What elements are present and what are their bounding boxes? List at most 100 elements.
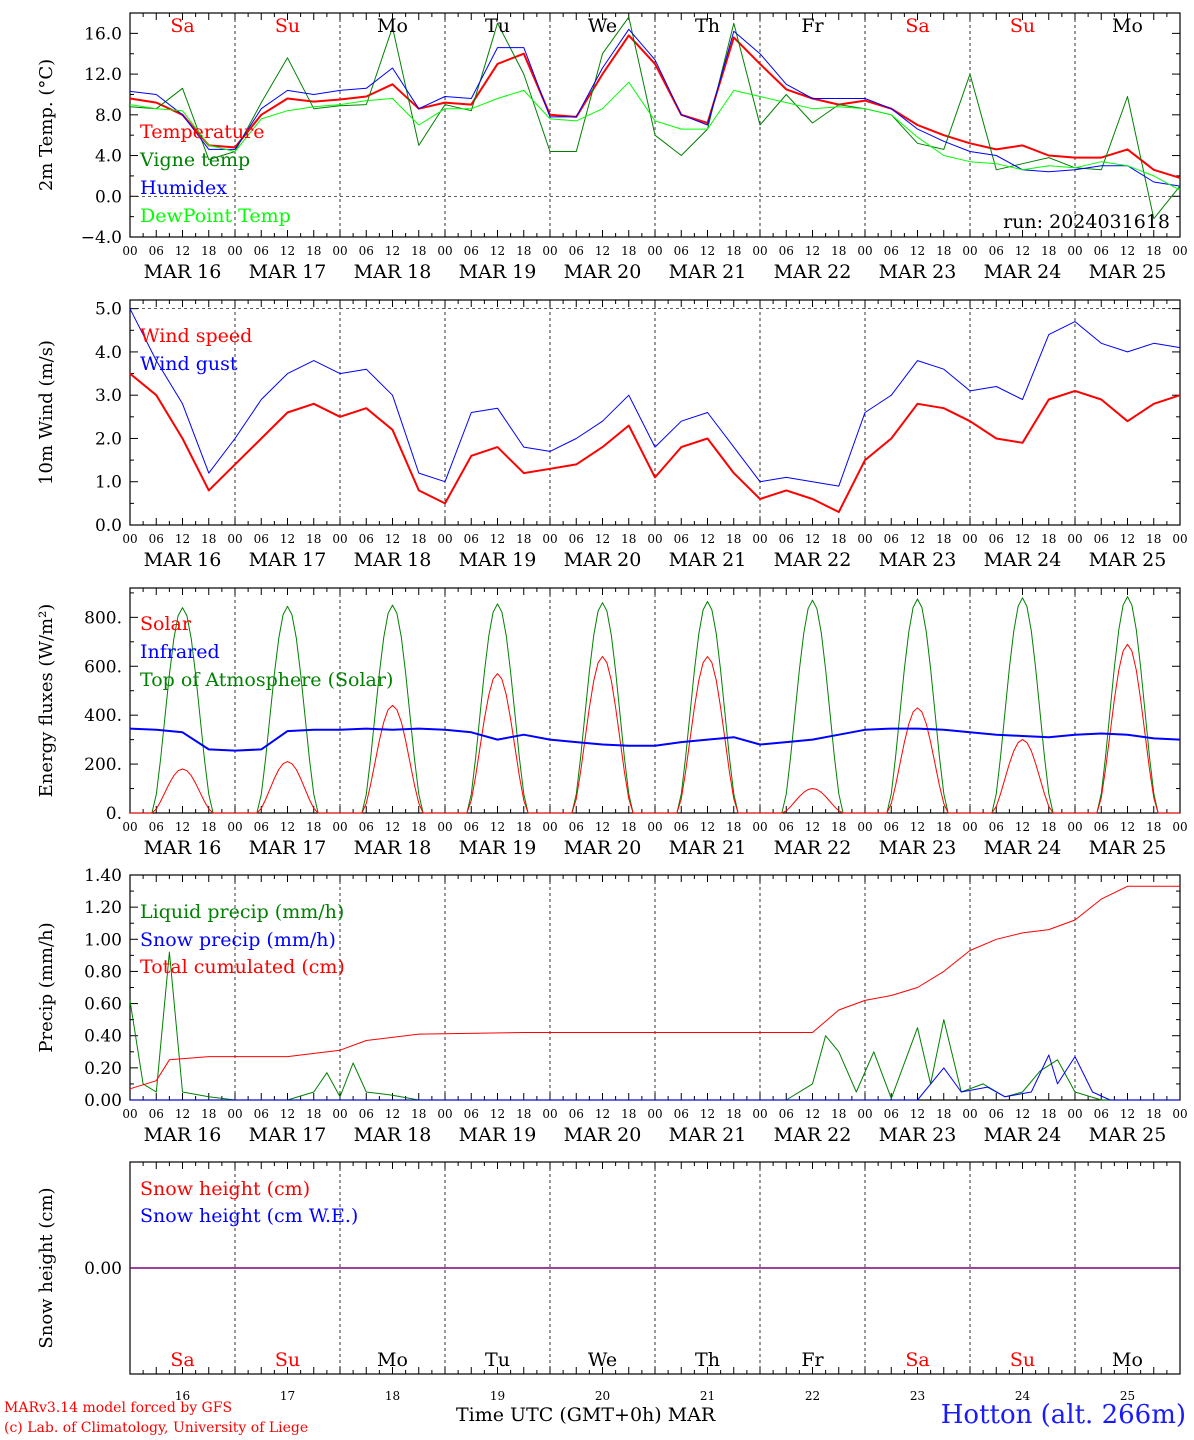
series-liquid-precip-mm-h- <box>129 951 1180 1101</box>
hour-tick-label: 18 <box>1146 532 1161 546</box>
hour-tick-label: 12 <box>175 244 190 258</box>
date-label: MAR 23 <box>879 1124 957 1146</box>
hour-tick-label: 18 <box>411 532 426 546</box>
y-tick-label: 200. <box>84 755 122 775</box>
weekday-label-bottom: Th <box>695 1349 720 1371</box>
hour-tick-label: 00 <box>647 532 662 546</box>
model-credit: MARv3.14 model forced by GFS <box>4 1400 233 1416</box>
series-wind-speed <box>129 372 1181 513</box>
y-tick-label: 400. <box>84 706 122 726</box>
series-humidex <box>129 28 1181 187</box>
hour-tick-label: 12 <box>1015 244 1030 258</box>
y-tick-label: 0.40 <box>84 1027 122 1047</box>
y-tick-label: 0.0 <box>95 516 122 536</box>
hour-tick-label: 06 <box>1094 1107 1109 1121</box>
hour-tick-label: 06 <box>1094 820 1109 834</box>
hour-tick-label: 00 <box>332 820 347 834</box>
y-tick-label: 2.0 <box>95 429 122 449</box>
date-label: MAR 24 <box>984 549 1062 571</box>
hour-tick-label: 12 <box>1015 1107 1030 1121</box>
hour-tick-label: 00 <box>857 1107 872 1121</box>
hour-tick-label: 06 <box>884 820 899 834</box>
date-label: MAR 16 <box>144 549 222 571</box>
plot-frame <box>129 12 1181 238</box>
hour-tick-label: 18 <box>621 820 636 834</box>
hour-tick-label: 12 <box>490 1107 505 1121</box>
hour-tick-label: 18 <box>306 820 321 834</box>
hour-tick-label: 12 <box>1015 532 1030 546</box>
weekday-label-top: Sa <box>905 15 929 37</box>
hour-tick-label: 18 <box>1146 244 1161 258</box>
hour-tick-label: 18 <box>726 244 741 258</box>
hour-tick-label: 00 <box>962 1107 977 1121</box>
y-tick-label: 600. <box>84 657 122 677</box>
hour-tick-label: 12 <box>175 1107 190 1121</box>
hour-tick-label: 18 <box>201 244 216 258</box>
panel-snow: 0.00 Snow height (cm) Snow height (cm) Snow… <box>36 1161 1181 1375</box>
series-vigne-temp <box>129 16 1181 220</box>
hour-tick-label: 06 <box>884 532 899 546</box>
hour-tick-label: 18 <box>936 244 951 258</box>
date-label: MAR 24 <box>984 261 1062 283</box>
hour-tick-label: 00 <box>962 820 977 834</box>
y-axis-label: Precip (mm/h) <box>36 922 57 1052</box>
date-label: MAR 16 <box>144 261 222 283</box>
hour-tick-label: 18 <box>936 532 951 546</box>
date-label: MAR 25 <box>1089 549 1167 571</box>
hour-tick-label: 18 <box>726 820 741 834</box>
panel-precip: 00 06 12 18 00 06 12 18 00 06 12 18 00 06 12 18 00 06 12 18… <box>36 866 1188 1146</box>
hour-tick-label: 00 <box>1067 820 1082 834</box>
hour-tick-label: 00 <box>542 244 557 258</box>
day-number-label: 25 <box>1120 1389 1135 1403</box>
y-axis-label: 2m Temp. (°C) <box>36 59 57 191</box>
date-label: MAR 22 <box>774 261 852 283</box>
hour-tick-label: 18 <box>1041 1107 1056 1121</box>
station-name: Hotton (alt. 266m) <box>940 1400 1186 1430</box>
legend-entry: Infrared <box>140 641 220 663</box>
legend-entry: Snow height (cm W.E.) <box>140 1205 358 1227</box>
hour-tick-label: 12 <box>805 1107 820 1121</box>
hour-tick-label: 18 <box>831 244 846 258</box>
date-label: MAR 19 <box>459 261 537 283</box>
y-tick-label: 0. <box>106 804 122 824</box>
weekday-label-bottom: Mo <box>377 1349 408 1371</box>
hour-tick-label: 18 <box>621 532 636 546</box>
hour-tick-label: 12 <box>490 532 505 546</box>
lab-credit: (c) Lab. of Climatology, University of L… <box>4 1420 309 1436</box>
weekday-label-bottom: Mo <box>1112 1349 1143 1371</box>
hour-tick-label: 18 <box>1146 1107 1161 1121</box>
hour-tick-label: 18 <box>306 532 321 546</box>
hour-tick-label: 18 <box>201 820 216 834</box>
hour-tick-label: 18 <box>306 1107 321 1121</box>
hour-tick-label: 18 <box>726 532 741 546</box>
hour-tick-label: 00 <box>752 244 767 258</box>
hour-tick-label: 00 <box>437 532 452 546</box>
hour-tick-label: 12 <box>910 244 925 258</box>
hour-tick-label: 12 <box>700 820 715 834</box>
y-tick-label: 0.60 <box>84 995 122 1015</box>
x-axis-month: MAR <box>667 1404 716 1426</box>
hour-tick-label: 06 <box>464 244 479 258</box>
hour-tick-label: 12 <box>385 244 400 258</box>
date-label: MAR 20 <box>564 1124 642 1146</box>
date-label: MAR 18 <box>354 549 432 571</box>
day-number-label: 18 <box>385 1389 400 1403</box>
hour-tick-label: 06 <box>464 532 479 546</box>
hour-tick-label: 00 <box>542 820 557 834</box>
date-label: MAR 21 <box>669 261 747 283</box>
date-label: MAR 17 <box>249 837 327 859</box>
weekday-label-top: Mo <box>1112 15 1143 37</box>
hour-tick-label: 00 <box>857 244 872 258</box>
y-tick-label: 0.00 <box>84 1259 122 1279</box>
hour-tick-label: 12 <box>700 244 715 258</box>
hour-tick-label: 06 <box>254 532 269 546</box>
hour-tick-label: 12 <box>1120 820 1135 834</box>
hour-tick-label: 00 <box>542 532 557 546</box>
date-label: MAR 23 <box>879 549 957 571</box>
hour-tick-label: 06 <box>989 244 1004 258</box>
hour-tick-label: 06 <box>884 1107 899 1121</box>
panel-wind: 00 06 12 18 00 06 12 18 00 06 12 18 00 06 12 18 00 06 12 18… <box>36 299 1188 571</box>
legend-entry: Humidex <box>140 177 227 199</box>
hour-tick-label: 06 <box>464 820 479 834</box>
